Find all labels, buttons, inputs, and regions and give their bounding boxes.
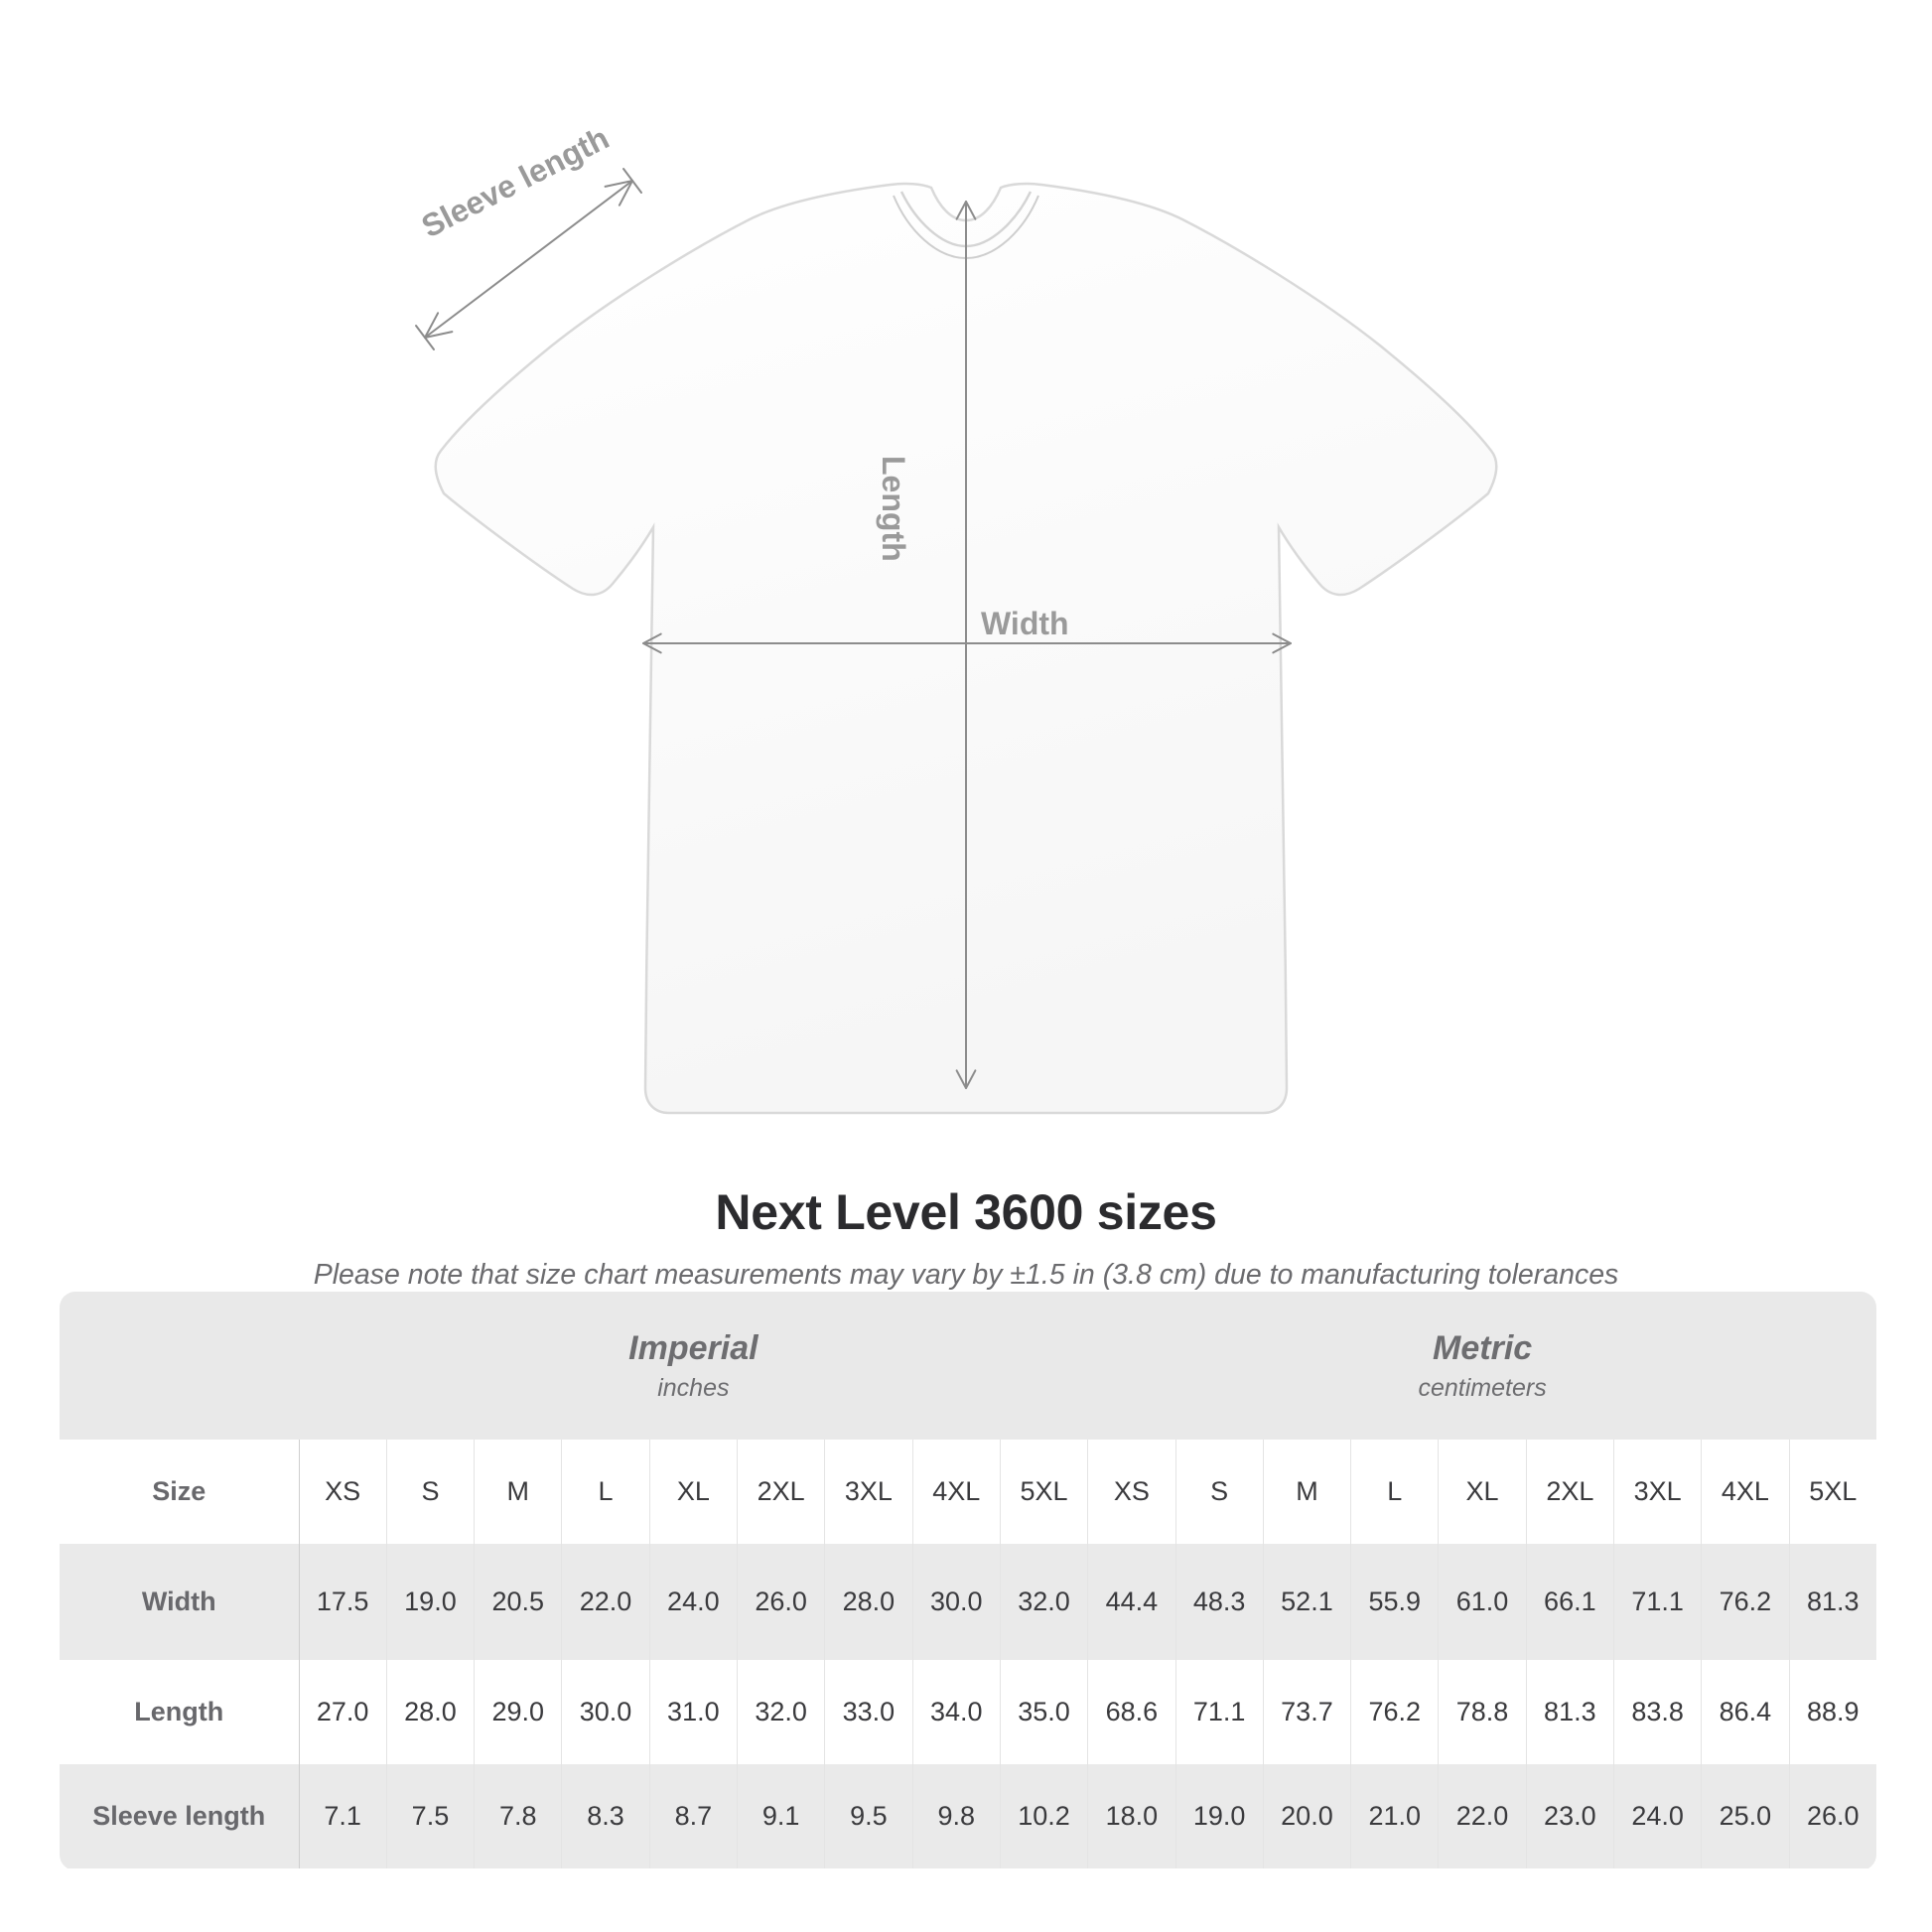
svg-text:Width: Width (981, 606, 1069, 641)
svg-text:Sleeve length: Sleeve length (416, 120, 615, 245)
svg-text:Length: Length (876, 456, 911, 562)
